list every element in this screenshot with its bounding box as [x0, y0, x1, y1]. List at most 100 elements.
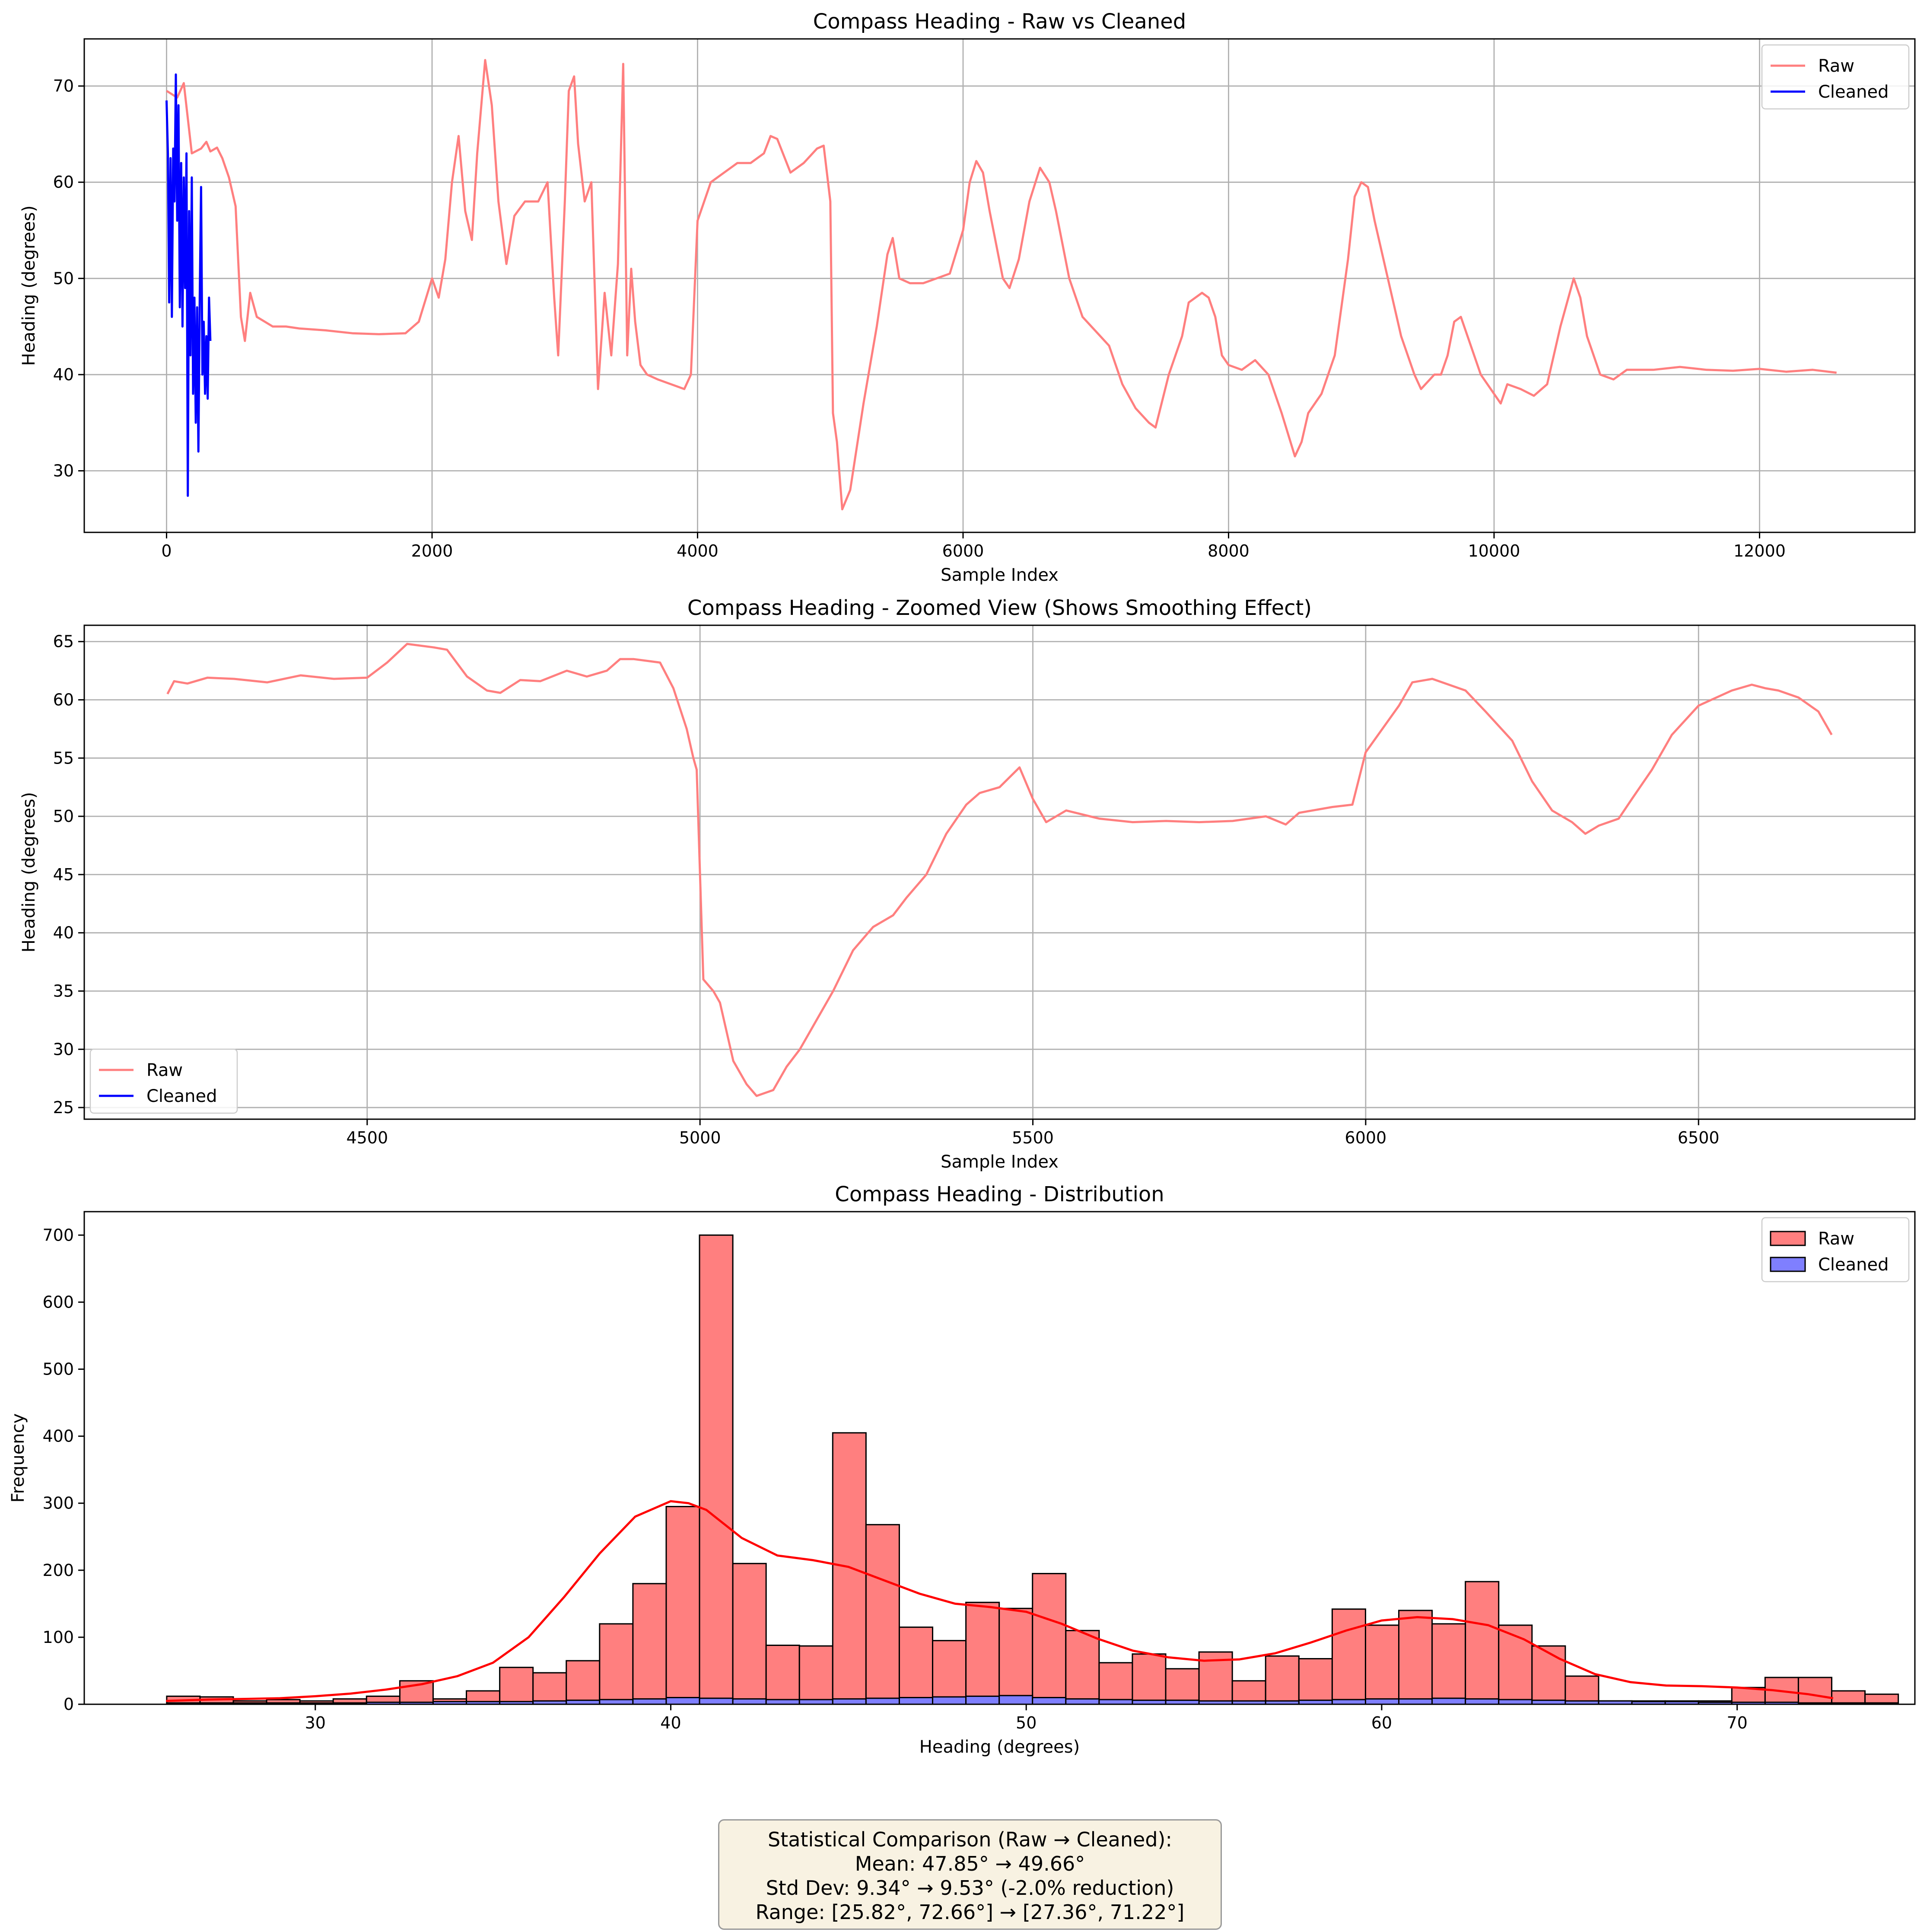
- histogram-bar-raw: [599, 1623, 634, 1705]
- x-tick-label: 2000: [411, 541, 453, 560]
- y-tick-label: 100: [42, 1628, 74, 1647]
- y-tick-label: 35: [53, 981, 74, 1000]
- x-tick-label: 6500: [1678, 1128, 1720, 1147]
- histogram-bar-raw: [1098, 1662, 1133, 1705]
- x-tick-label: 4000: [677, 541, 719, 560]
- histogram-bar-cleaned: [998, 1695, 1033, 1705]
- histogram-bar-cleaned: [1098, 1699, 1133, 1705]
- plot-area: [84, 625, 1915, 1119]
- series-line-cleaned: [165, 73, 212, 497]
- y-tick-label: 30: [53, 462, 74, 481]
- y-tick-label: 40: [53, 365, 74, 384]
- histogram-bar-cleaned: [932, 1696, 967, 1705]
- histogram-bar-cleaned: [798, 1699, 833, 1705]
- stats-box: Statistical Comparison (Raw → Cleaned): …: [718, 1819, 1222, 1930]
- x-axis-label: Sample Index: [941, 1152, 1059, 1172]
- histogram-bar-cleaned: [732, 1698, 767, 1705]
- histogram-bar-cleaned: [632, 1698, 667, 1705]
- x-axis-label: Sample Index: [941, 565, 1059, 585]
- histogram-bar-raw: [965, 1601, 1000, 1705]
- axes-frame: [83, 38, 1916, 533]
- y-tick-label: 65: [53, 632, 74, 651]
- y-tick-label: 60: [53, 173, 74, 192]
- legend-box: [89, 1048, 238, 1114]
- histogram-bar-raw: [798, 1645, 833, 1705]
- legend: Raw Cleaned: [1761, 44, 1910, 110]
- chart-title: Compass Heading - Raw vs Cleaned: [813, 10, 1186, 34]
- y-tick-label: 40: [53, 923, 74, 942]
- histogram-bar-raw: [1364, 1624, 1400, 1705]
- y-tick-label: 500: [42, 1359, 74, 1378]
- histogram-bar-cleaned: [1065, 1698, 1100, 1705]
- x-tick-label: 0: [161, 541, 172, 560]
- y-axis-label: Heading (degrees): [19, 792, 39, 952]
- legend-swatch-raw: [1770, 1231, 1806, 1246]
- histogram-bar-cleaned: [965, 1695, 1000, 1705]
- histogram-bar-cleaned: [1498, 1699, 1533, 1705]
- legend-swatch-cleaned: [1770, 1257, 1806, 1272]
- histogram-bar-cleaned: [1331, 1699, 1366, 1705]
- histogram-bar-raw: [1265, 1655, 1300, 1705]
- histogram-bar-raw: [1531, 1645, 1566, 1705]
- legend-box: [1761, 44, 1910, 110]
- legend-label-cleaned: Cleaned: [146, 1086, 217, 1106]
- stats-std-dev: Std Dev: 9.34° → 9.53° (-2.0% reduction): [766, 1876, 1174, 1900]
- histogram-bar-raw: [1831, 1690, 1866, 1705]
- histogram-bar-cleaned: [699, 1697, 734, 1705]
- x-axis-label: Heading (degrees): [919, 1737, 1080, 1757]
- histogram-bar-raw: [1032, 1573, 1067, 1705]
- series-line-raw: [166, 643, 1833, 1097]
- stats-mean: Mean: 47.85° → 49.66°: [855, 1852, 1085, 1875]
- y-axis-label: Frequency: [8, 1413, 28, 1503]
- histogram-bar-raw: [765, 1645, 800, 1705]
- histogram-bar-cleaned: [865, 1697, 900, 1705]
- x-tick-label: 6000: [942, 541, 984, 560]
- y-tick-label: 60: [53, 691, 74, 710]
- legend-label-raw: Raw: [1818, 1229, 1854, 1249]
- histogram-bar-raw: [1132, 1653, 1167, 1705]
- histogram-bar-raw: [699, 1234, 734, 1705]
- y-tick-label: 25: [53, 1098, 74, 1117]
- x-tick-label: 12000: [1733, 541, 1786, 560]
- histogram-bar-raw: [732, 1563, 767, 1705]
- x-tick-label: 50: [1016, 1713, 1037, 1732]
- histogram-bar-raw: [1465, 1581, 1500, 1705]
- y-tick-label: 400: [42, 1427, 74, 1446]
- histogram-bar-raw: [566, 1660, 601, 1705]
- histogram-bar-raw: [898, 1626, 934, 1705]
- y-tick-label: 70: [53, 76, 74, 95]
- y-tick-label: 30: [53, 1040, 74, 1059]
- axes-frame: [83, 624, 1916, 1120]
- x-tick-label: 6000: [1345, 1128, 1387, 1147]
- x-tick-label: 70: [1727, 1713, 1747, 1732]
- chart-zoomed-view: 4500 5000 5500 6000 6500 25 30 35 40 45 50 55 60 65 Co…: [19, 596, 1916, 1172]
- histogram-bar-raw: [1797, 1677, 1832, 1705]
- x-tick-label: 40: [660, 1713, 681, 1732]
- chart-title: Compass Heading - Distribution: [835, 1182, 1164, 1206]
- x-tick-label: 5000: [679, 1128, 721, 1147]
- legend: Raw Cleaned: [89, 1048, 238, 1114]
- y-tick-label: 55: [53, 748, 74, 767]
- axes-frame: [83, 1211, 1916, 1705]
- legend: Raw Cleaned: [1761, 1217, 1910, 1283]
- x-tick-label: 10000: [1468, 541, 1520, 560]
- histogram-bar-raw: [865, 1524, 900, 1705]
- y-tick-label: 50: [53, 807, 74, 826]
- plot-area: [84, 39, 1915, 532]
- histogram-bar-raw: [532, 1672, 567, 1705]
- x-tick-label: 4500: [346, 1128, 388, 1147]
- stats-heading: Statistical Comparison (Raw → Cleaned):: [768, 1828, 1172, 1851]
- y-tick-label: 300: [42, 1494, 74, 1513]
- histogram-bar-cleaned: [765, 1699, 800, 1705]
- histogram-bar-raw: [832, 1432, 867, 1705]
- x-tick-label: 8000: [1208, 541, 1250, 560]
- histogram-bar-cleaned: [1398, 1698, 1433, 1705]
- histogram-bar-raw: [1431, 1623, 1466, 1705]
- chart-distribution: 30 40 50 60 700100200300400500600700Compass …: [8, 1182, 1916, 1757]
- histogram-bar-raw: [1564, 1675, 1599, 1705]
- kde-curve-raw: [166, 1500, 1834, 1702]
- legend-label-raw: Raw: [1818, 56, 1854, 76]
- histogram-bar-raw: [1165, 1668, 1200, 1705]
- legend-label-cleaned: Cleaned: [1818, 82, 1889, 102]
